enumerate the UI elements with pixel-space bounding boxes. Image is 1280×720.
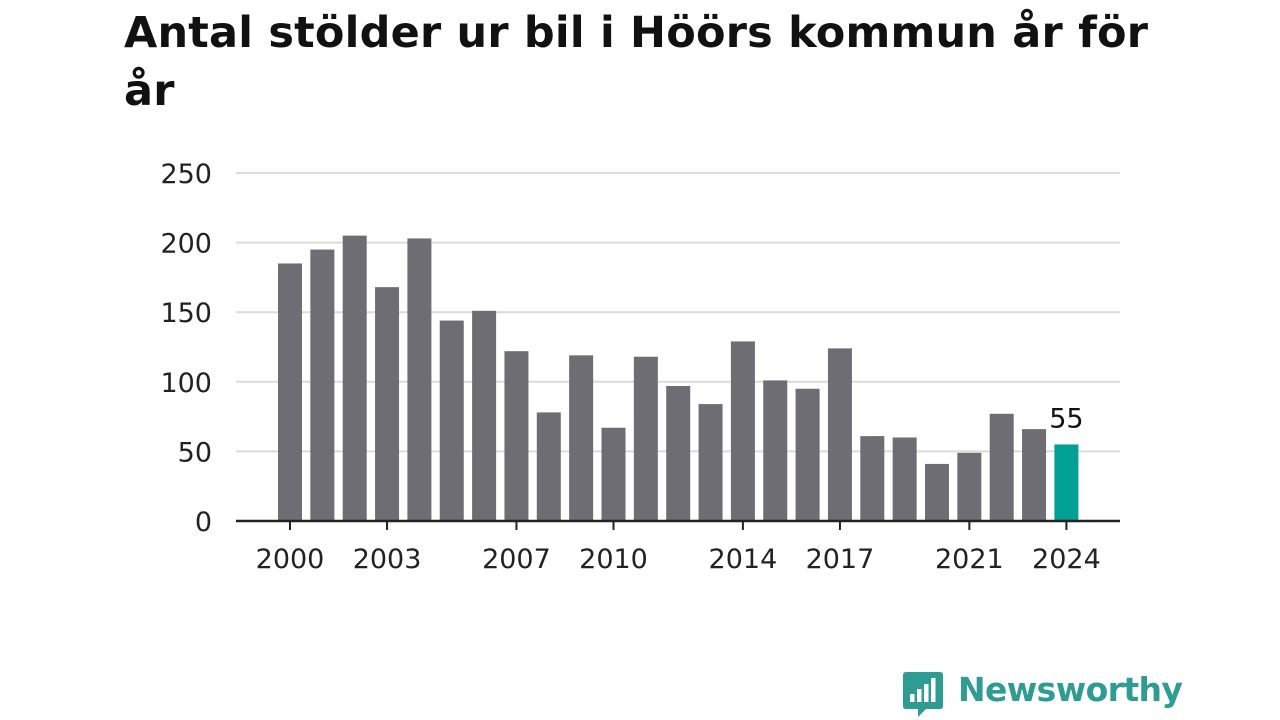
bar [892,437,917,521]
bar [536,412,561,521]
x-tick-label: 2003 [353,544,422,575]
x-tick-label: 2000 [256,544,325,575]
y-tick-label: 200 [160,229,212,260]
bar [504,351,529,521]
bar-chart-bubble-icon [903,672,943,717]
bar [957,452,982,521]
bar [827,348,852,521]
bar [342,235,367,521]
bar [407,238,432,521]
bar [925,463,949,521]
y-tick-label: 100 [160,368,212,399]
bar [601,427,626,521]
y-tick-label: 250 [160,159,212,190]
x-axis-ticks: 2000 2003 2007 2010 2014 2017 2021 2024 [256,521,1101,575]
data-labels: 55 [1049,403,1083,434]
bar [569,355,594,521]
bar [666,385,691,521]
bar [698,404,723,521]
x-tick-label: 2017 [806,544,875,575]
bar [472,310,497,521]
y-axis-ticks: 0 50 100 150 200 250 [160,159,212,538]
bars [278,235,1079,521]
bar [633,356,658,521]
bar [310,249,335,521]
bar [375,287,400,521]
data-label: 55 [1049,403,1083,434]
bar [730,341,755,521]
y-tick-label: 0 [195,507,212,538]
y-tick-label: 150 [160,298,212,329]
bar [763,380,788,521]
x-tick-label: 2021 [935,544,1004,575]
bar [439,320,464,521]
bar [1022,429,1047,521]
x-tick-label: 2024 [1032,544,1101,575]
chart-title: Antal stölder ur bil i Höörs kommun år f… [124,8,1149,116]
x-tick-label: 2007 [482,544,551,575]
bar [278,263,302,521]
bar [795,388,820,521]
y-tick-label: 50 [178,437,212,468]
bar [860,436,885,521]
x-tick-label: 2014 [709,544,778,575]
x-tick-label: 2010 [579,544,648,575]
bar [989,413,1014,521]
newsworthy-logo: Newsworthy [902,670,1183,720]
bar-highlight [1054,444,1079,521]
brand-name: Newsworthy [958,670,1183,709]
